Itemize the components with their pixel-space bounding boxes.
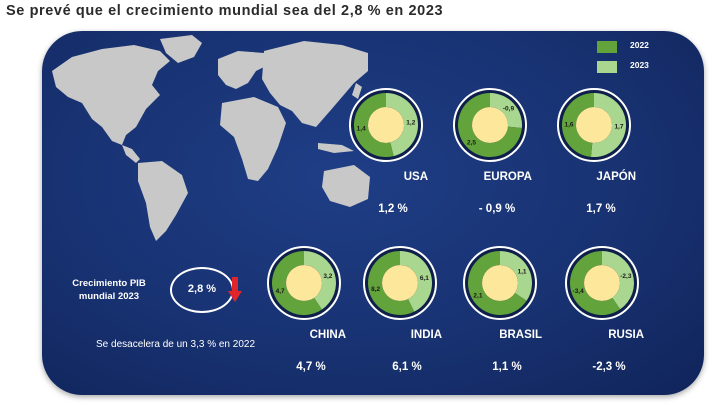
legend-item-2022: 2022 xyxy=(597,39,687,59)
down-arrow-icon xyxy=(228,277,242,302)
slice-2023-usa xyxy=(386,93,418,157)
label-2023-japon: 1,7 xyxy=(614,124,623,131)
country-value-india: 6,1 % xyxy=(392,361,422,373)
country-name-rusia: RUSIA xyxy=(608,329,644,341)
slice-2023-japon xyxy=(590,93,626,157)
page-title: Se prevé que el crecimiento mundial sea … xyxy=(6,3,444,19)
legend-item-2023: 2023 xyxy=(597,59,687,79)
indonesia-shape xyxy=(318,143,354,153)
slice-2022-usa xyxy=(354,93,394,157)
country-value-rusia: -2,3 % xyxy=(592,361,626,373)
slice-2022-japon xyxy=(562,93,594,157)
donut-center xyxy=(382,265,418,301)
country-name-usa: USA xyxy=(403,171,428,183)
donut-center xyxy=(368,107,404,143)
africa-shape xyxy=(220,97,286,181)
donut-center xyxy=(584,265,620,301)
slice-2022-india xyxy=(368,251,415,315)
label-2023-china: 3,2 xyxy=(323,273,332,280)
world-growth-label: Crecimiento PIB mundial 2023 xyxy=(72,278,146,302)
donut-center xyxy=(286,265,322,301)
legend-swatch-2023 xyxy=(597,61,617,73)
world-map xyxy=(52,35,370,241)
donut-center xyxy=(472,107,508,143)
legend-label-2023: 2023 xyxy=(630,60,649,70)
label-2023-india: 6,1 xyxy=(420,275,429,282)
label-2022-china: 4,7 xyxy=(276,288,285,295)
country-value-brasil: 1,1 % xyxy=(492,361,522,373)
label-2022-europa: 2,5 xyxy=(467,139,476,146)
australia-shape xyxy=(322,165,370,207)
donut-center xyxy=(482,265,518,301)
greenland-shape xyxy=(160,35,202,63)
slice-2022-china xyxy=(272,251,322,315)
slice-2023-india xyxy=(400,251,432,312)
label-2023-brasil: 1,1 xyxy=(518,269,527,276)
south-america-shape xyxy=(138,161,188,241)
donut-europa: -0,9 2,5 xyxy=(452,87,528,163)
asia-shape xyxy=(262,41,368,127)
donut-brasil: 1,1 2,1 xyxy=(462,245,538,321)
label-2022-usa: 1,4 xyxy=(357,126,366,133)
label-2023-europa: -0,9 xyxy=(503,106,515,113)
label-2022-rusia: -3,4 xyxy=(573,288,585,295)
world-growth-note: Se desacelera de un 3,3 % en 2022 xyxy=(96,339,256,350)
country-name-brasil: BRASIL xyxy=(499,329,542,341)
donut-india: 6,1 8,2 xyxy=(362,245,438,321)
slice-2022-rusia xyxy=(570,251,621,315)
label-2023-usa: 1,2 xyxy=(406,119,415,126)
donut-japon: 1,7 1,6 xyxy=(556,87,632,163)
north-america-shape xyxy=(52,45,170,145)
slice-2022-brasil xyxy=(468,251,527,315)
country-name-india: INDIA xyxy=(410,329,442,341)
slice-2023-europa xyxy=(490,93,522,128)
label-2022-india: 8,2 xyxy=(371,286,380,293)
slice-2023-rusia xyxy=(602,251,634,310)
europe-shape xyxy=(218,51,268,89)
country-name-japon: JAPÓN xyxy=(596,171,636,183)
country-name-europa: EUROPA xyxy=(483,171,532,183)
country-value-japon: 1,7 % xyxy=(586,203,616,215)
label-2022-brasil: 2,1 xyxy=(473,292,482,299)
donut-china: 3,2 4,7 xyxy=(266,245,342,321)
world-growth-value: 2,8 % xyxy=(187,283,217,295)
donut-rusia: -2,3 -3,4 xyxy=(564,245,640,321)
country-value-china: 4,7 % xyxy=(296,361,326,373)
donut-usa: 1,2 1,4 xyxy=(348,87,424,163)
country-value-usa: 1,2 % xyxy=(378,203,408,215)
central-america-shape xyxy=(122,145,140,163)
slice-2022-europa xyxy=(458,93,522,157)
country-value-europa: - 0,9 % xyxy=(478,203,516,215)
legend-swatch-2022 xyxy=(597,41,617,53)
slice-2023-brasil xyxy=(500,251,532,301)
legend-label-2022: 2022 xyxy=(630,40,649,50)
donut-center xyxy=(576,107,612,143)
legend: 2022 2023 xyxy=(597,39,687,79)
country-name-china: CHINA xyxy=(309,329,346,341)
label-2022-japon: 1,6 xyxy=(565,121,574,128)
japan-shape xyxy=(352,83,362,99)
slice-2023-china xyxy=(304,251,336,310)
infographic-panel: 2022 2023 Crecimiento PIB mundial 2023 2… xyxy=(42,31,704,395)
label-2023-rusia: -2,3 xyxy=(620,273,632,280)
